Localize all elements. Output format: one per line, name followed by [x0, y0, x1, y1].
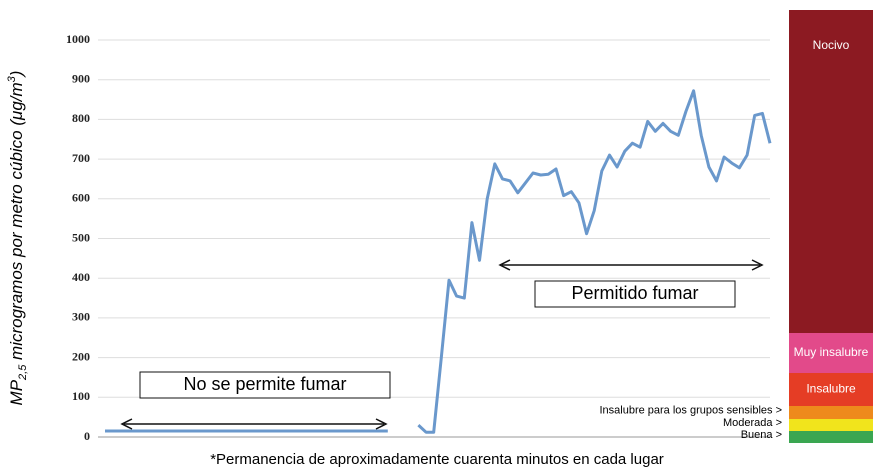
aqi-segment: [789, 431, 873, 443]
aqi-segment: [789, 10, 873, 333]
aqi-label: Muy insalubre: [794, 345, 869, 359]
y-label-sup: 3: [6, 75, 18, 82]
aqi-segment: [789, 406, 873, 419]
aqi-label: Insalubre para los grupos sensibles >: [599, 404, 782, 416]
y-label-sub: 2,5: [17, 364, 29, 381]
y-label-part: microgramos por metro cúbico (μg/m: [7, 82, 26, 364]
aqi-label: Nocivo: [813, 38, 850, 52]
arrow-head: [498, 259, 764, 271]
y-tick-label: 200: [72, 349, 90, 363]
line: [105, 89, 772, 434]
aqi-segment: [789, 419, 873, 431]
y-axis-label: MP2,5 microgramos por metro cúbico (μg/m…: [6, 71, 29, 406]
y-tick-label: 0: [84, 429, 90, 443]
y-label-part: MP: [7, 379, 26, 405]
y-tick-label: 300: [72, 310, 90, 324]
aqi-label: Insalubre: [806, 382, 856, 396]
arrow-head: [120, 418, 388, 430]
y-tick-label: 900: [72, 71, 90, 85]
aqi-band: Buena >Moderada >Insalubre para los grup…: [599, 10, 873, 443]
y-tick-label: 600: [72, 191, 90, 205]
annotation-box: [139, 371, 391, 399]
annotation: No se permite fumar: [183, 374, 346, 394]
y-tick-label: 700: [72, 151, 90, 165]
y-tick-label: 1000: [66, 32, 90, 46]
aqi-label: Moderada >: [723, 417, 782, 429]
annotation: Permitido fumar: [571, 283, 698, 303]
y-tick-label: 100: [72, 389, 90, 403]
footnote: *Permanencia de aproximadamente cuarenta…: [210, 451, 664, 468]
y-label-part: ): [7, 71, 26, 79]
annotation-box: [534, 280, 736, 308]
aqi-segment: [789, 333, 873, 373]
aqi-label: Buena >: [741, 429, 782, 441]
y-tick-label: 800: [72, 111, 90, 125]
grid: 0 100 200 300 400 500 600 700 800 900 1000: [66, 32, 770, 443]
plot: [105, 89, 772, 434]
y-tick-label: 400: [72, 270, 90, 284]
aqi-segment: [789, 373, 873, 406]
y-tick-label: 500: [72, 230, 90, 244]
